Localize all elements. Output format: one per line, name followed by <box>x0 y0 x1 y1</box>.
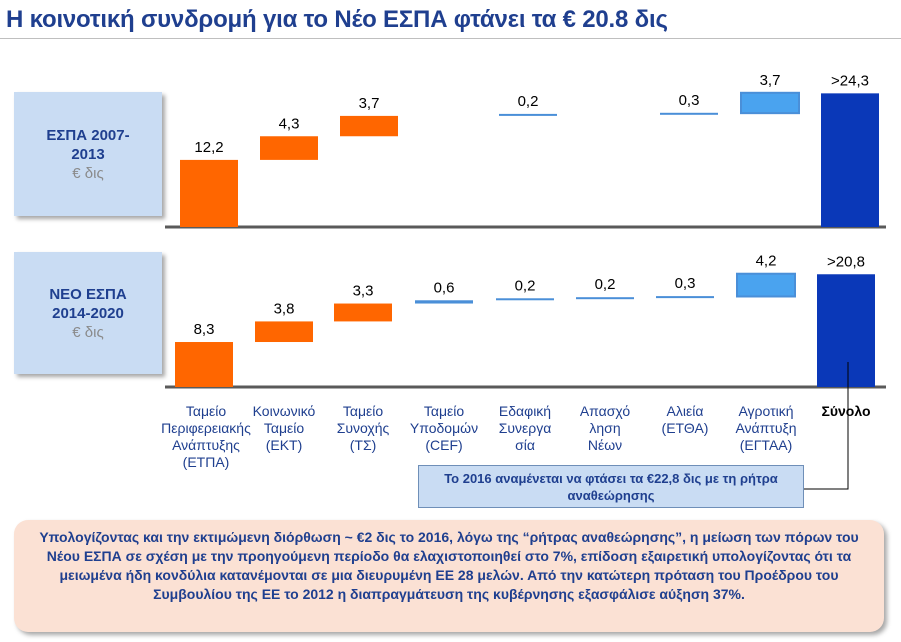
category-label-youth: Απασχό ληση Νέων <box>580 403 631 453</box>
row-label-line2: 2014-2020 <box>52 304 124 322</box>
data-label-youth: 0,2 <box>595 276 616 293</box>
revision-note: Το 2016 αναμένεται να φτάσει τα €22,8 δι… <box>418 465 804 508</box>
page-title: Η κοινοτική συνδρομή για το Νέο ΕΣΠΑ φτά… <box>6 6 668 33</box>
bar-etha <box>660 112 718 115</box>
data-label-etha: 0,3 <box>679 92 700 109</box>
bar-etha <box>656 296 714 299</box>
bar-egtaa <box>736 272 796 298</box>
data-label-egtaa: 3,7 <box>760 72 781 89</box>
category-label-etpa: Ταμείο Περιφερειακής Ανάπτυξης (ΕΤΠΑ) <box>161 403 251 470</box>
summary-callout: Υπολογίζοντας και την εκτιμώμενη διόρθωσ… <box>14 520 884 632</box>
row-label-unit: € δις <box>72 323 104 341</box>
category-label-egtaa: Αγροτική Ανάπτυξη (ΕΓΤΑΑ) <box>735 403 796 453</box>
bar-cef <box>415 300 473 304</box>
data-label-ekt: 3,8 <box>274 300 295 317</box>
waterfall-charts: 12,2 4,3 3,7 0,2 0,3 3,7 >24,3 8,3 3,8 3,3 0,6 0,2 0… <box>161 72 886 490</box>
data-label-etpa: 12,2 <box>194 139 223 156</box>
bar-egtaa <box>740 91 800 115</box>
data-label-total: >24,3 <box>831 72 869 89</box>
row-label-neo-espa-2014-2020: ΝΕΟ ΕΣΠΑ 2014-2020 € δις <box>14 252 162 374</box>
row-label-line2: 2013 <box>71 145 105 163</box>
bar-ts <box>334 303 392 322</box>
bar-youth <box>576 297 634 300</box>
row-label-line1: ΝΕΟ ΕΣΠΑ <box>49 285 127 303</box>
row-label-espa-2007-2013: ΕΣΠΑ 2007- 2013 € δις <box>14 92 162 216</box>
data-label-egtaa: 4,2 <box>756 253 777 270</box>
bar-territorial <box>499 113 557 116</box>
category-label-etha: Αλιεία (ΕΤΘΑ) <box>662 403 709 436</box>
data-label-territorial: 0,2 <box>518 93 539 110</box>
category-label-total: Σύνολο <box>821 403 870 419</box>
row-label-line1: ΕΣΠΑ 2007- <box>46 126 130 144</box>
bar-ekt <box>260 136 318 160</box>
title-divider <box>0 38 901 39</box>
bar-territorial <box>496 298 554 301</box>
category-label-territorial: Εδαφική Συνεργα σία <box>499 403 552 453</box>
category-label-ekt: Κοινωνικό Ταμείο (ΕΚΤ) <box>253 403 316 453</box>
data-label-ekt: 4,3 <box>279 115 300 132</box>
data-label-ts: 3,3 <box>353 283 374 300</box>
data-label-ts: 3,7 <box>359 95 380 112</box>
bar-ts <box>340 115 398 137</box>
row-label-unit: € δις <box>72 164 104 182</box>
data-label-etha: 0,3 <box>675 275 696 292</box>
bar-etpa <box>180 159 238 227</box>
category-label-ts: Ταμείο Συνοχής (ΤΣ) <box>337 403 390 453</box>
data-label-territorial: 0,2 <box>515 277 536 294</box>
bar-total <box>817 274 875 387</box>
data-label-cef: 0,6 <box>434 279 455 296</box>
category-label-cef: Ταμείο Υποδομών (CEF) <box>410 403 478 453</box>
bar-ekt <box>255 321 313 343</box>
note-connector-line <box>804 362 849 490</box>
bar-total <box>821 93 879 227</box>
bar-etpa <box>175 342 233 387</box>
data-label-etpa: 8,3 <box>194 321 215 338</box>
data-label-total: >20,8 <box>827 253 865 270</box>
